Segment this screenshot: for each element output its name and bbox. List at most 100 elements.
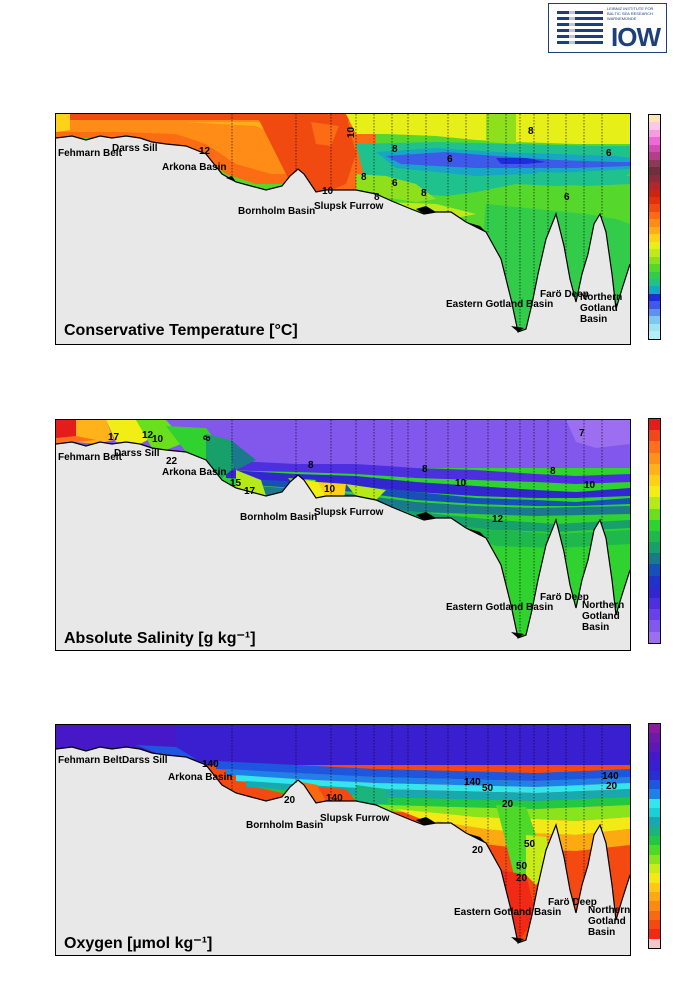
contour-label: 140 (464, 777, 481, 788)
contour-label: 10 (322, 186, 334, 197)
colorbar-swatch (649, 519, 660, 531)
colorbar-swatch (649, 204, 660, 212)
colorbar-swatch (649, 241, 660, 250)
colorbar-swatch (649, 798, 660, 808)
contour-label: 10 (455, 478, 467, 489)
contour-label: 8 (392, 144, 398, 155)
colorbar-swatch (649, 542, 660, 554)
contour-label: 17 (244, 486, 256, 497)
location-label: Northern Gotland Basin (580, 292, 623, 325)
colorbar-swatch (649, 733, 660, 743)
colorbar-swatch (649, 620, 660, 632)
contour-label: 8 (308, 460, 314, 471)
colorbar-swatch (649, 845, 660, 855)
colorbar-swatch (649, 575, 660, 587)
temperature-colorbar (648, 114, 661, 340)
location-label: Eastern Gotland Basin (454, 907, 562, 918)
location-label: Bornholm Basin (238, 206, 316, 217)
location-label: Fehmarn Belt (58, 755, 122, 766)
contour-label: 8 (361, 172, 367, 183)
contour-label: 20 (606, 781, 618, 792)
colorbar-swatch (649, 751, 660, 762)
location-label: Northern Gotland Basin (588, 905, 631, 938)
contour-label: 20 (284, 795, 296, 806)
colorbar-swatch (649, 724, 660, 734)
colorbar-swatch (649, 234, 660, 242)
contour-label: 50 (516, 861, 528, 872)
location-label: Darss Sill (114, 448, 160, 459)
colorbar-swatch (649, 882, 660, 892)
colorbar-swatch (649, 938, 660, 948)
colorbar-swatch (649, 167, 660, 175)
location-label: Farö Deep (548, 897, 597, 908)
panel-title: Absolute Salinity [g kg⁻¹] (64, 630, 256, 647)
logo-org-text: LEIBNIZ INSTITUTE FOR BALTIC SEA RESEARC… (607, 6, 654, 21)
logo-wordmark: IOW (611, 22, 661, 52)
contour-label: 12 (492, 514, 504, 525)
contour-label: 15 (230, 478, 242, 489)
colorbar-swatch (649, 144, 660, 153)
contour-label: 20 (472, 845, 484, 856)
contour-label: 140 (602, 771, 619, 782)
colorbar-swatch (649, 323, 660, 332)
colorbar-swatch (649, 863, 660, 874)
colorbar-swatch (649, 249, 660, 257)
colorbar-swatch (649, 271, 660, 279)
contour-label: 7 (579, 428, 585, 439)
colorbar-swatch (649, 761, 660, 771)
location-label: Arkona Basin (168, 772, 233, 783)
oxygen-colorbar (648, 723, 661, 949)
location-label: Arkona Basin (162, 467, 227, 478)
location-label: Darss Sill (122, 755, 168, 766)
colorbar-swatch (649, 182, 660, 190)
location-label: Eastern Gotland Basin (446, 602, 554, 613)
colorbar-swatch (649, 910, 660, 920)
salinity-colorbar (648, 418, 661, 644)
colorbar-swatch (649, 316, 660, 324)
colorbar-swatch (649, 211, 660, 220)
colorbar-swatch (649, 196, 660, 205)
colorbar-swatch (649, 152, 660, 160)
contour-label: 20 (502, 799, 514, 810)
colorbar-swatch (649, 474, 660, 487)
location-label: Farö Deep (540, 592, 589, 603)
colorbar-swatch (649, 226, 660, 235)
colorbar-swatch (649, 293, 660, 302)
contour-label: 8 (421, 188, 427, 199)
colorbar-swatch (649, 159, 660, 168)
contour-label: 6 (564, 192, 570, 203)
contour-label: 140 (326, 793, 343, 804)
location-label: Farö Deep (540, 289, 589, 300)
contour-label: 8 (528, 126, 534, 137)
oxygen-panel: 140 20 140 140 50 20 20 50 50 20 140 20 … (55, 724, 631, 956)
colorbar-swatch (649, 586, 660, 598)
colorbar-swatch (649, 441, 660, 453)
colorbar-swatch (649, 631, 660, 643)
contour-label: 50 (482, 783, 494, 794)
colorbar-swatch (649, 742, 660, 752)
colorbar-swatch (649, 219, 660, 227)
contour-label: 8 (422, 464, 428, 475)
colorbar-swatch (649, 891, 660, 902)
colorbar-swatch (649, 174, 660, 183)
temperature-section: 12 10 10 8 8 8 8 8 6 6 6 6 (56, 114, 630, 333)
colorbar-swatch (649, 497, 660, 509)
temperature-panel: 12 10 10 8 8 8 8 8 6 6 6 6 Fehmarn Belt … (55, 113, 631, 345)
contour-label: 12 (142, 430, 154, 441)
contour-label: 20 (516, 873, 528, 884)
colorbar-swatch (649, 129, 660, 138)
location-label: Fehmarn Belt (58, 452, 122, 463)
colorbar-swatch (649, 430, 660, 442)
colorbar-swatch (649, 598, 660, 610)
contour-label: 10 (346, 126, 357, 138)
colorbar-swatch (649, 301, 660, 309)
location-label: Slupsk Furrow (320, 813, 390, 824)
colorbar-swatch (649, 901, 660, 911)
colorbar-swatch (649, 553, 660, 565)
colorbar-swatch (649, 779, 660, 790)
colorbar-swatch (649, 919, 660, 930)
contour-label: 10 (324, 484, 336, 495)
location-label: Bornholm Basin (240, 512, 318, 523)
colorbar-swatch (649, 122, 660, 130)
location-label: Darss Sill (112, 143, 158, 154)
